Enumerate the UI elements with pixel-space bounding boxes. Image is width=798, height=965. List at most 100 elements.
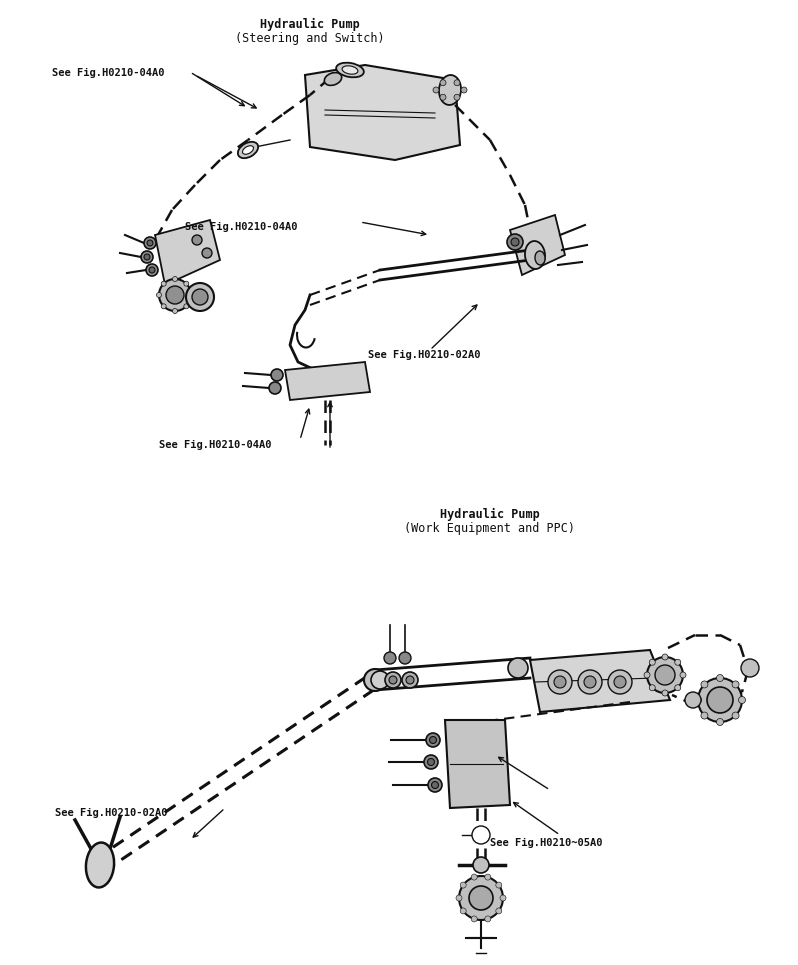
- Circle shape: [707, 687, 733, 713]
- Polygon shape: [155, 220, 220, 285]
- Circle shape: [186, 283, 214, 311]
- Circle shape: [741, 659, 759, 677]
- Ellipse shape: [439, 75, 461, 105]
- Circle shape: [650, 659, 655, 665]
- Circle shape: [202, 248, 212, 258]
- Circle shape: [496, 908, 502, 914]
- Text: See Fig.H0210-02A0: See Fig.H0210-02A0: [55, 808, 168, 818]
- Circle shape: [732, 712, 739, 719]
- Circle shape: [662, 690, 668, 696]
- Circle shape: [461, 87, 467, 93]
- Circle shape: [147, 240, 153, 246]
- Circle shape: [469, 886, 493, 910]
- Ellipse shape: [243, 146, 254, 154]
- Circle shape: [384, 652, 396, 664]
- Circle shape: [454, 95, 460, 100]
- Circle shape: [156, 292, 161, 297]
- Circle shape: [433, 87, 439, 93]
- Circle shape: [650, 685, 655, 691]
- Text: See Fig.H0210-04A0: See Fig.H0210-04A0: [52, 68, 164, 78]
- Circle shape: [584, 676, 596, 688]
- Circle shape: [172, 309, 177, 314]
- Circle shape: [184, 304, 189, 309]
- Circle shape: [500, 895, 506, 901]
- Circle shape: [472, 826, 490, 844]
- Polygon shape: [305, 65, 460, 160]
- Circle shape: [192, 235, 202, 245]
- Circle shape: [460, 908, 466, 914]
- Circle shape: [144, 237, 156, 249]
- Circle shape: [698, 678, 742, 722]
- Circle shape: [508, 658, 528, 678]
- Circle shape: [459, 876, 503, 920]
- Circle shape: [428, 758, 434, 765]
- Circle shape: [680, 672, 686, 678]
- Circle shape: [511, 238, 519, 246]
- Circle shape: [675, 685, 681, 691]
- Circle shape: [507, 234, 523, 250]
- Circle shape: [406, 676, 414, 684]
- Polygon shape: [445, 720, 510, 808]
- Circle shape: [454, 80, 460, 86]
- Circle shape: [685, 692, 701, 708]
- Circle shape: [192, 289, 208, 305]
- Ellipse shape: [525, 241, 545, 269]
- Polygon shape: [285, 362, 370, 400]
- Circle shape: [496, 882, 502, 888]
- Circle shape: [402, 672, 418, 688]
- Circle shape: [732, 681, 739, 688]
- Circle shape: [554, 676, 566, 688]
- Circle shape: [701, 712, 708, 719]
- Text: (Steering and Switch): (Steering and Switch): [235, 32, 385, 45]
- Polygon shape: [510, 215, 565, 275]
- Ellipse shape: [342, 66, 358, 74]
- Circle shape: [428, 778, 442, 792]
- Circle shape: [473, 857, 489, 873]
- Circle shape: [471, 874, 477, 880]
- Circle shape: [429, 736, 437, 743]
- Circle shape: [424, 755, 438, 769]
- Circle shape: [701, 681, 708, 688]
- Circle shape: [141, 251, 153, 263]
- Text: See Fig.H0210~05A0: See Fig.H0210~05A0: [490, 838, 602, 848]
- Circle shape: [188, 292, 193, 297]
- Ellipse shape: [336, 63, 364, 77]
- Text: (Work Equipment and PPC): (Work Equipment and PPC): [405, 522, 575, 535]
- Text: See Fig.H0210-04A0: See Fig.H0210-04A0: [159, 440, 271, 450]
- Ellipse shape: [86, 842, 114, 888]
- Circle shape: [166, 286, 184, 304]
- Circle shape: [184, 281, 189, 287]
- Circle shape: [271, 369, 283, 381]
- Circle shape: [647, 657, 683, 693]
- Circle shape: [675, 659, 681, 665]
- Circle shape: [149, 267, 155, 273]
- Circle shape: [717, 675, 724, 681]
- Circle shape: [471, 916, 477, 922]
- Circle shape: [694, 697, 701, 703]
- Ellipse shape: [535, 251, 545, 265]
- Circle shape: [440, 95, 446, 100]
- Circle shape: [159, 279, 191, 311]
- Circle shape: [644, 672, 650, 678]
- Text: See Fig.H0210-04A0: See Fig.H0210-04A0: [185, 222, 298, 232]
- Ellipse shape: [238, 142, 258, 158]
- Ellipse shape: [364, 669, 386, 691]
- Circle shape: [460, 882, 466, 888]
- Text: Hydraulic Pump: Hydraulic Pump: [260, 18, 360, 31]
- Circle shape: [485, 916, 491, 922]
- Text: See Fig.H0210-02A0: See Fig.H0210-02A0: [368, 350, 480, 360]
- Circle shape: [440, 80, 446, 86]
- Circle shape: [717, 719, 724, 726]
- Circle shape: [399, 652, 411, 664]
- Circle shape: [662, 654, 668, 660]
- Circle shape: [738, 697, 745, 703]
- Circle shape: [161, 281, 166, 287]
- Circle shape: [385, 672, 401, 688]
- Circle shape: [432, 782, 438, 788]
- Circle shape: [614, 676, 626, 688]
- Text: Hydraulic Pump: Hydraulic Pump: [440, 508, 540, 521]
- Circle shape: [426, 733, 440, 747]
- Circle shape: [578, 670, 602, 694]
- Circle shape: [485, 874, 491, 880]
- Circle shape: [608, 670, 632, 694]
